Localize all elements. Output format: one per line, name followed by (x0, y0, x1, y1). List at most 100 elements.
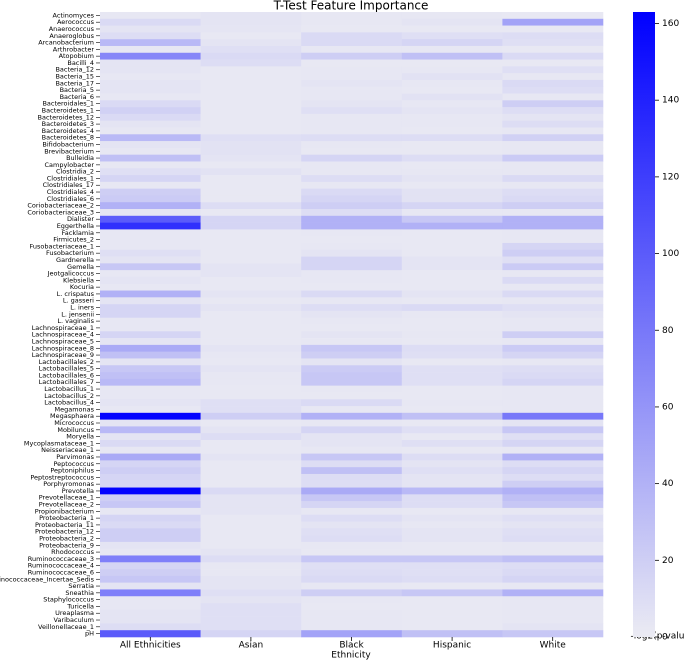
heatmap-cell (200, 317, 302, 325)
heatmap-cell (401, 426, 503, 434)
heatmap-cell (401, 514, 503, 522)
y-tick-label: Firmicutes_2 (53, 236, 94, 244)
heatmap-cell (301, 79, 403, 88)
heatmap-cell (200, 541, 302, 549)
heatmap-cell (502, 59, 604, 67)
heatmap-cell (401, 603, 503, 611)
heatmap-cell (200, 392, 302, 400)
heatmap-cell (301, 181, 403, 189)
heatmap-cell (100, 113, 201, 121)
heatmap-cell (200, 609, 302, 617)
y-tick-label: Ruminococcaceae_Incertae_Sedis (0, 575, 95, 583)
heatmap-cell (301, 392, 403, 400)
heatmap-cell (200, 535, 302, 543)
heatmap-cell (200, 120, 302, 128)
y-tick-label: pH (85, 630, 94, 638)
heatmap-cell (100, 324, 201, 332)
heatmap-cell (200, 100, 302, 108)
heatmap-cell (401, 290, 503, 298)
y-tick-label: Lachnospiraceae_9 (32, 351, 94, 359)
heatmap-cell (100, 439, 201, 448)
heatmap-cell (100, 460, 201, 468)
heatmap-cell (502, 154, 604, 162)
heatmap-cell (401, 541, 503, 549)
heatmap-cell (200, 25, 302, 33)
heatmap-cell (401, 222, 503, 230)
heatmap-cell (502, 263, 604, 271)
heatmap-cell (401, 494, 503, 502)
y-tick-label: Bacteria_12 (55, 66, 94, 74)
heatmap-cell (502, 399, 604, 407)
heatmap-cell (502, 569, 604, 577)
heatmap-cell (100, 127, 201, 135)
y-tick-label: Anaerococcus (49, 25, 95, 33)
y-tick-label: Gardnerella (56, 256, 94, 264)
y-tick-label: Bacteroidetes_8 (42, 134, 94, 142)
y-tick-label: Ruminococcaceae_3 (28, 555, 94, 563)
y-tick-label: Gemella (67, 263, 94, 271)
heatmap-cell (502, 392, 604, 400)
heatmap-cell (401, 93, 503, 101)
heatmap-cell (200, 528, 302, 536)
heatmap-cell (301, 406, 403, 414)
y-tick-label: Anaeroglobus (49, 32, 94, 40)
heatmap-cell (200, 229, 302, 237)
y-tick-label: Coriobacteriaceae_2 (27, 202, 94, 210)
heatmap-cell (401, 45, 503, 54)
heatmap-cell (100, 12, 201, 20)
heatmap-cell (301, 304, 403, 312)
heatmap-cell (502, 630, 604, 638)
heatmap-cell (301, 113, 403, 121)
heatmap-cell (301, 209, 403, 217)
heatmap-cell (401, 120, 503, 128)
heatmap-cell (401, 344, 503, 352)
heatmap-cell (200, 79, 302, 88)
heatmap-cell (200, 236, 302, 244)
heatmap-cell (401, 419, 503, 427)
y-tick-label: Ruminococcaceae_6 (28, 568, 94, 576)
heatmap-cell (401, 365, 503, 373)
heatmap-cell (200, 202, 302, 210)
y-tick-label: Lactobacillus_1 (44, 385, 94, 393)
heatmap-cell (100, 548, 201, 556)
heatmap-cell (401, 270, 503, 278)
heatmap-cell (100, 120, 201, 128)
y-tick-label: Lactobacillales_5 (39, 365, 94, 373)
heatmap-cell (200, 18, 302, 26)
heatmap-cell (301, 616, 403, 624)
heatmap-cell (301, 541, 403, 549)
heatmap-cell (502, 25, 604, 33)
heatmap-cell (301, 86, 403, 94)
heatmap-cell (301, 514, 403, 522)
heatmap-cell (200, 52, 302, 60)
heatmap-cell (401, 392, 503, 400)
heatmap-cell (200, 419, 302, 427)
heatmap-cell (502, 344, 604, 352)
heatmap-cell (401, 569, 503, 577)
y-tick-label: Prevotella (62, 487, 94, 495)
y-tick-label: Peptostreptococcus (30, 473, 94, 481)
heatmap-cell (301, 399, 403, 407)
y-tick-label: Atopobium (59, 52, 94, 60)
y-tick-label: Facklamia (62, 229, 94, 237)
heatmap-cell (100, 555, 201, 563)
heatmap-cell (301, 175, 403, 183)
heatmap-cell (200, 304, 302, 312)
heatmap-cell (301, 222, 403, 230)
heatmap-cell (200, 426, 302, 434)
heatmap-cell (200, 249, 302, 257)
heatmap-cell (200, 358, 302, 366)
heatmap-cell (401, 562, 503, 570)
y-tick-label: Bacteroidetes_1 (42, 107, 94, 115)
heatmap-cell (401, 188, 503, 196)
heatmap-cell (301, 412, 403, 420)
y-tick-label: Bacteroidetes_12 (38, 113, 94, 121)
heatmap-cell (502, 18, 604, 26)
y-tick-label: Eggerthella (57, 222, 94, 230)
y-tick-label: Bacteria_17 (55, 79, 94, 87)
y-tick-label: Jeotgalicoccus (47, 270, 95, 278)
heatmap-cell (401, 215, 503, 223)
heatmap-cell (200, 290, 302, 298)
heatmap-cell (301, 32, 403, 40)
heatmap-cell (401, 378, 503, 386)
